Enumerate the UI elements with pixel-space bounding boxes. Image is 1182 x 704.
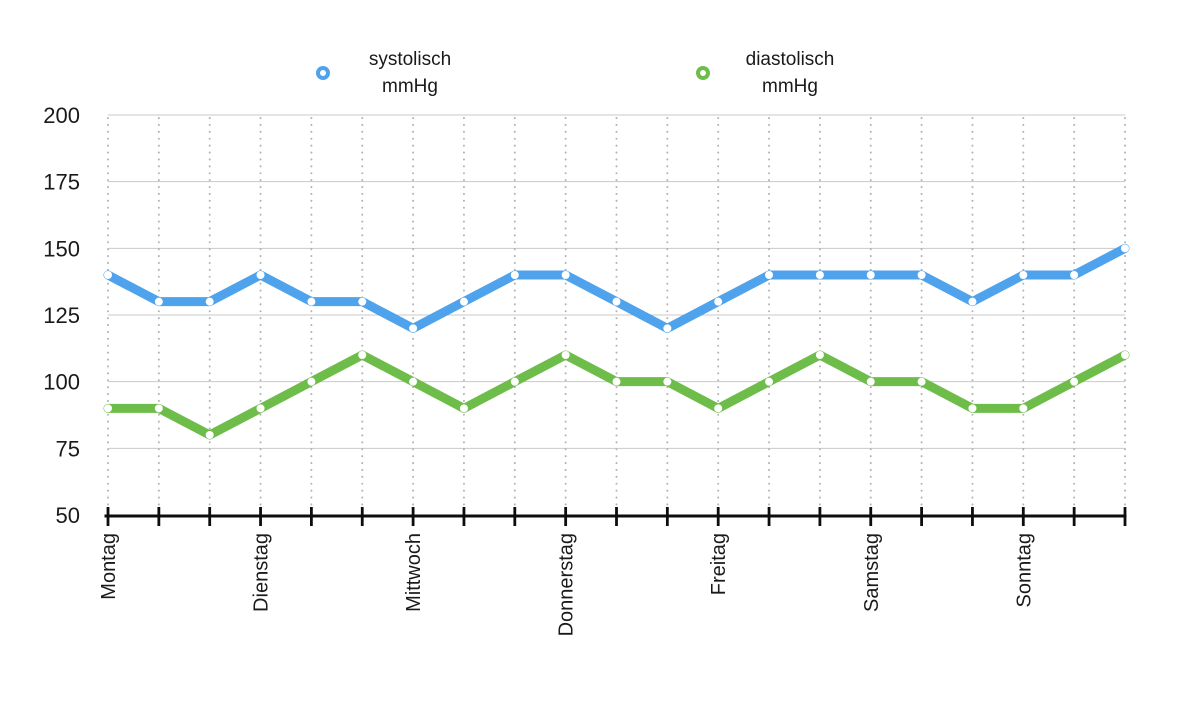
x-day-label: Donnerstag: [556, 533, 578, 636]
data-point-marker: [154, 297, 163, 306]
data-point-marker: [968, 297, 977, 306]
data-point-marker: [917, 271, 926, 279]
y-tick-label: 175: [43, 170, 80, 195]
data-point-marker: [663, 324, 672, 333]
y-tick-label: 100: [43, 370, 80, 395]
y-tick-label: 50: [56, 503, 80, 528]
data-point-marker: [1019, 271, 1028, 279]
data-point-marker: [1019, 404, 1028, 413]
data-point-marker: [663, 377, 672, 386]
data-point-marker: [459, 297, 468, 306]
data-point-marker: [917, 377, 926, 386]
legend-label-systolisch: systolisch mmHg: [350, 46, 470, 100]
data-point-marker: [765, 271, 774, 279]
data-point-marker: [866, 271, 875, 279]
x-day-label: Dienstag: [251, 533, 273, 612]
data-point-marker: [205, 297, 214, 306]
x-day-label: Mittwoch: [403, 533, 425, 612]
data-point-marker: [358, 351, 367, 359]
data-point-marker: [561, 271, 570, 279]
series-line-systolisch: [103, 243, 1130, 333]
legend-entry-systolisch: systolisch mmHg: [316, 46, 470, 100]
data-point-marker: [1121, 351, 1129, 359]
data-point-marker: [459, 404, 468, 413]
legend-label-diastolisch: diastolisch mmHg: [730, 46, 850, 100]
data-point-marker: [714, 404, 723, 413]
data-point-marker: [968, 404, 977, 413]
systolisch-series-marker-icon: [316, 66, 330, 80]
data-point-marker: [510, 271, 519, 279]
data-point-marker: [815, 351, 824, 359]
data-point-marker: [307, 297, 316, 306]
data-point-marker: [1121, 244, 1129, 253]
x-day-label: Montag: [98, 533, 120, 600]
legend-entry-diastolisch: diastolisch mmHg: [696, 46, 850, 100]
data-point-marker: [765, 377, 774, 386]
data-point-marker: [714, 297, 723, 306]
data-point-marker: [205, 431, 214, 439]
data-point-marker: [256, 404, 265, 413]
data-point-marker: [561, 351, 570, 359]
data-point-marker: [815, 271, 824, 279]
legend-label-line1: systolisch: [368, 49, 452, 70]
legend-label-line1: diastolisch: [745, 49, 835, 70]
data-point-marker: [866, 377, 875, 386]
data-point-marker: [409, 324, 418, 333]
x-day-label: Sonntag: [1013, 533, 1035, 608]
y-tick-label: 150: [43, 236, 80, 261]
data-point-marker: [358, 297, 367, 306]
y-tick-label: 200: [43, 103, 80, 128]
data-point-marker: [612, 297, 621, 306]
data-point-marker: [154, 404, 163, 413]
data-point-marker: [612, 377, 621, 386]
x-day-label: Freitag: [708, 533, 730, 595]
data-point-marker: [104, 271, 112, 279]
data-point-marker: [409, 377, 418, 386]
data-point-marker: [256, 271, 265, 279]
data-point-marker: [1070, 377, 1079, 386]
data-point-marker: [1070, 271, 1079, 279]
data-point-marker: [510, 377, 519, 386]
data-point-marker: [104, 404, 112, 413]
legend-label-line2: mmHg: [382, 76, 438, 97]
x-day-label: Samstag: [861, 533, 883, 612]
diastolisch-series-marker-icon: [696, 66, 710, 80]
legend-label-line2: mmHg: [762, 76, 818, 97]
y-tick-label: 75: [56, 436, 80, 461]
data-point-marker: [307, 377, 316, 386]
y-tick-label: 125: [43, 303, 80, 328]
